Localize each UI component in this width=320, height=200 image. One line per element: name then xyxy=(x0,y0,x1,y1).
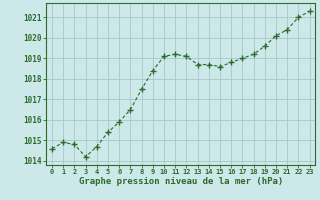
X-axis label: Graphe pression niveau de la mer (hPa): Graphe pression niveau de la mer (hPa) xyxy=(79,177,283,186)
